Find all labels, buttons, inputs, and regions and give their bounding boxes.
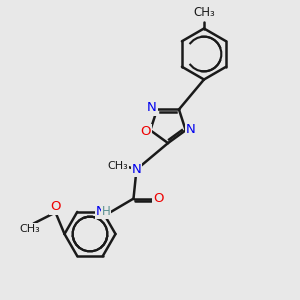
Text: N: N bbox=[132, 163, 141, 176]
Text: H: H bbox=[101, 205, 110, 218]
Text: O: O bbox=[50, 200, 61, 214]
Text: CH₃: CH₃ bbox=[20, 224, 40, 234]
Text: CH₃: CH₃ bbox=[107, 161, 128, 171]
Text: O: O bbox=[140, 125, 151, 138]
Text: CH₃: CH₃ bbox=[193, 5, 215, 19]
Text: N: N bbox=[186, 123, 196, 136]
Text: N: N bbox=[96, 205, 106, 218]
Text: N: N bbox=[147, 101, 157, 115]
Text: O: O bbox=[153, 192, 164, 205]
